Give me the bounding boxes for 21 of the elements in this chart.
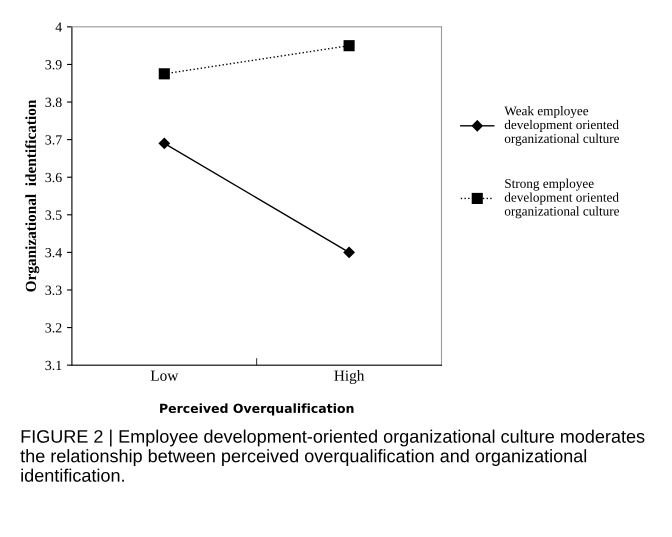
y-tick-label: 3.6 (45, 172, 62, 182)
y-tick-label: 4 (56, 22, 62, 32)
x-tick-label: High (334, 370, 364, 384)
x-axis-title: Perceived Overqualification (160, 403, 354, 416)
point (158, 68, 170, 80)
y-tick-label: 3.8 (45, 98, 62, 108)
y-tick-label: 3.4 (45, 248, 62, 258)
point (344, 40, 355, 52)
legend-label: Strong employee development oriented organizational culture (504, 178, 620, 218)
y-axis-title: Organizational identification (25, 100, 40, 292)
y-tick-label: 3.2 (45, 323, 62, 333)
x-tick-label: Low (150, 370, 178, 381)
caption: FIGURE 2 | Employee development-oriented organizational culture moderates the relationship between perceived overqualification and organizational identification. (20, 430, 644, 482)
y-tick-label: 3.1 (45, 360, 62, 370)
y-tick-label: 3.9 (45, 60, 62, 70)
point (158, 138, 170, 149)
legend-label: Weak employee development oriented organizational culture (504, 106, 620, 146)
y-tick-label: 3.7 (45, 135, 62, 145)
y-tick-label: 3.5 (45, 210, 62, 220)
point (344, 246, 355, 258)
y-tick-label: 3.3 (45, 286, 62, 295)
